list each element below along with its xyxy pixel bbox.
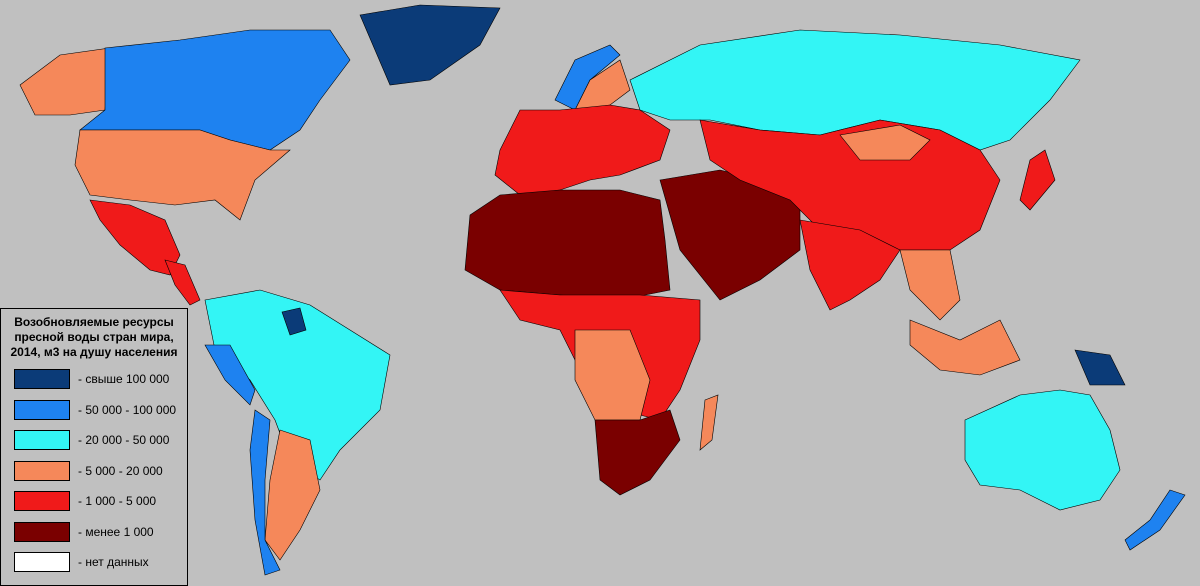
legend-item: - 1 000 - 5 000 xyxy=(14,491,156,511)
argentina xyxy=(264,429,321,561)
legend-item: - менее 1 000 xyxy=(14,521,154,542)
legend-swatch xyxy=(14,460,70,481)
mexico xyxy=(89,199,181,276)
legend-item: - свыше 100 000 xyxy=(14,369,169,389)
south-america xyxy=(204,289,391,481)
legend-swatch xyxy=(14,491,70,511)
australia xyxy=(964,389,1121,511)
southern-africa xyxy=(594,409,681,496)
legend-swatch xyxy=(14,369,70,389)
india xyxy=(799,219,901,311)
legend-item: - 50 000 - 100 000 xyxy=(14,399,177,420)
legend: Возобновляемые ресурсы пресной воды стран… xyxy=(0,308,188,586)
legend-label: - 50 000 - 100 000 xyxy=(78,402,177,417)
legend-label: - нет данных xyxy=(78,555,149,569)
legend-title: Возобновляемые ресурсы пресной воды стран… xyxy=(1,315,187,360)
japan xyxy=(1019,149,1056,211)
central-america xyxy=(164,259,201,306)
new-zealand xyxy=(1124,489,1186,551)
png xyxy=(1074,349,1126,386)
mongolia xyxy=(839,124,931,161)
se-asia xyxy=(899,249,961,321)
peru xyxy=(204,344,256,406)
europe xyxy=(494,104,671,196)
legend-label: - 1 000 - 5 000 xyxy=(78,494,157,508)
legend-label: - свыше 100 000 xyxy=(78,372,170,386)
legend-swatch xyxy=(14,430,70,450)
madagascar xyxy=(699,394,719,451)
legend-swatch xyxy=(14,521,70,542)
legend-swatch xyxy=(14,399,70,420)
legend-item: - 20 000 - 50 000 xyxy=(14,430,169,450)
alaska xyxy=(19,47,111,116)
legend-title-line: 2014, м3 на душу населения xyxy=(10,345,178,359)
north-africa xyxy=(464,189,671,301)
guyana xyxy=(281,307,307,336)
legend-label: - 5 000 - 20 000 xyxy=(78,463,163,478)
legend-title-line: пресной воды стран мира, xyxy=(14,330,174,344)
greenland xyxy=(359,4,501,86)
legend-item: - 5 000 - 20 000 xyxy=(14,460,163,481)
legend-swatch xyxy=(14,552,70,572)
chile xyxy=(249,409,281,576)
legend-item: - нет данных xyxy=(14,552,149,572)
indonesia xyxy=(909,319,1021,376)
usa xyxy=(74,129,291,221)
legend-label: - 20 000 - 50 000 xyxy=(78,433,170,447)
legend-label: - менее 1 000 xyxy=(78,524,154,539)
legend-title-line: Возобновляемые ресурсы xyxy=(14,315,174,329)
central-asia-china xyxy=(699,119,1001,251)
